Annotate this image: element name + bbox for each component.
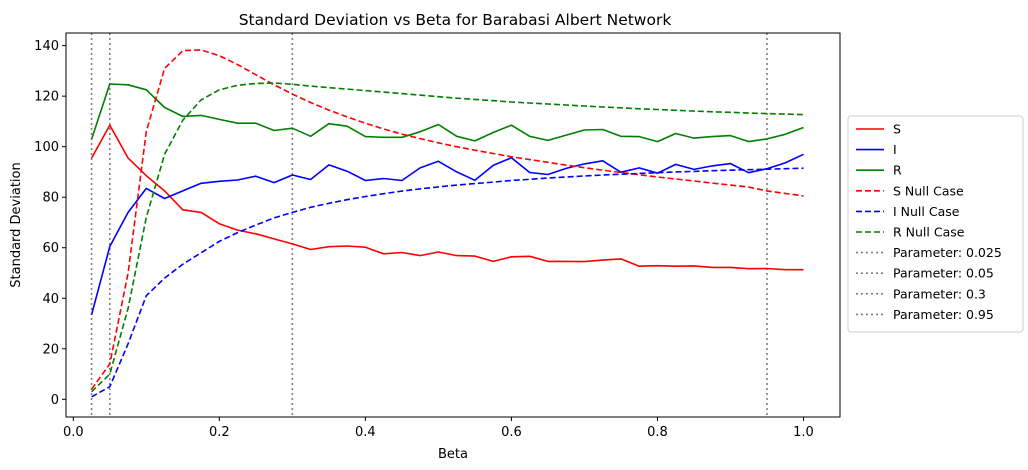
legend-label: Parameter: 0.025	[893, 245, 1002, 260]
x-tick-label: 0.2	[209, 425, 230, 440]
plot-frame	[65, 32, 841, 418]
x-axis-label: Beta	[438, 447, 468, 462]
legend-label: I Null Case	[893, 204, 960, 219]
series-line-i-null-case	[91, 167, 804, 398]
legend-label: R Null Case	[893, 225, 965, 240]
x-tick-label: 0.0	[63, 425, 84, 440]
x-tick-label: 0.8	[647, 425, 668, 440]
y-tick-label: 40	[42, 292, 59, 307]
y-tick-label: 120	[34, 90, 59, 105]
legend: SIR S Null Case I Null Case R Null Case Para…	[847, 115, 1024, 333]
chart-title: Standard Deviation vs Beta for Barabasi …	[239, 11, 672, 29]
reference-lines	[90, 33, 768, 417]
y-tick-label: 20	[42, 342, 59, 357]
legend-label: Parameter: 0.95	[893, 307, 994, 322]
y-tick-label: 0	[51, 393, 59, 408]
y-tick-label: 80	[42, 191, 59, 206]
axes: 0.0 0.2 0.4 0.6 0.8 1.0 0 20 40 60 80 100 120 140	[34, 32, 841, 440]
series-line-i	[90, 153, 804, 315]
series-line-r	[90, 83, 804, 143]
legend-label: S Null Case	[893, 183, 964, 198]
plot-area	[66, 33, 840, 417]
legend-label: Parameter: 0.3	[893, 286, 986, 301]
y-tick-label: 60	[42, 241, 59, 256]
x-tick-label: 0.4	[355, 425, 376, 440]
series-line-s	[90, 124, 804, 271]
x-tick-label: 1.0	[793, 425, 814, 440]
legend-label: R	[893, 163, 902, 178]
y-tick-label: 100	[34, 140, 59, 155]
legend-label: Parameter: 0.05	[893, 266, 994, 281]
series-group	[90, 49, 804, 398]
legend-label: S	[893, 122, 901, 137]
series-line-s-null-case	[90, 49, 804, 390]
x-tick-label: 0.6	[501, 425, 522, 440]
series-line-r-null-case	[91, 82, 804, 393]
legend-label: I	[893, 142, 897, 157]
y-tick-label: 140	[34, 39, 59, 54]
y-axis-label: Standard Deviation	[9, 162, 24, 287]
legend-box	[847, 115, 1024, 333]
